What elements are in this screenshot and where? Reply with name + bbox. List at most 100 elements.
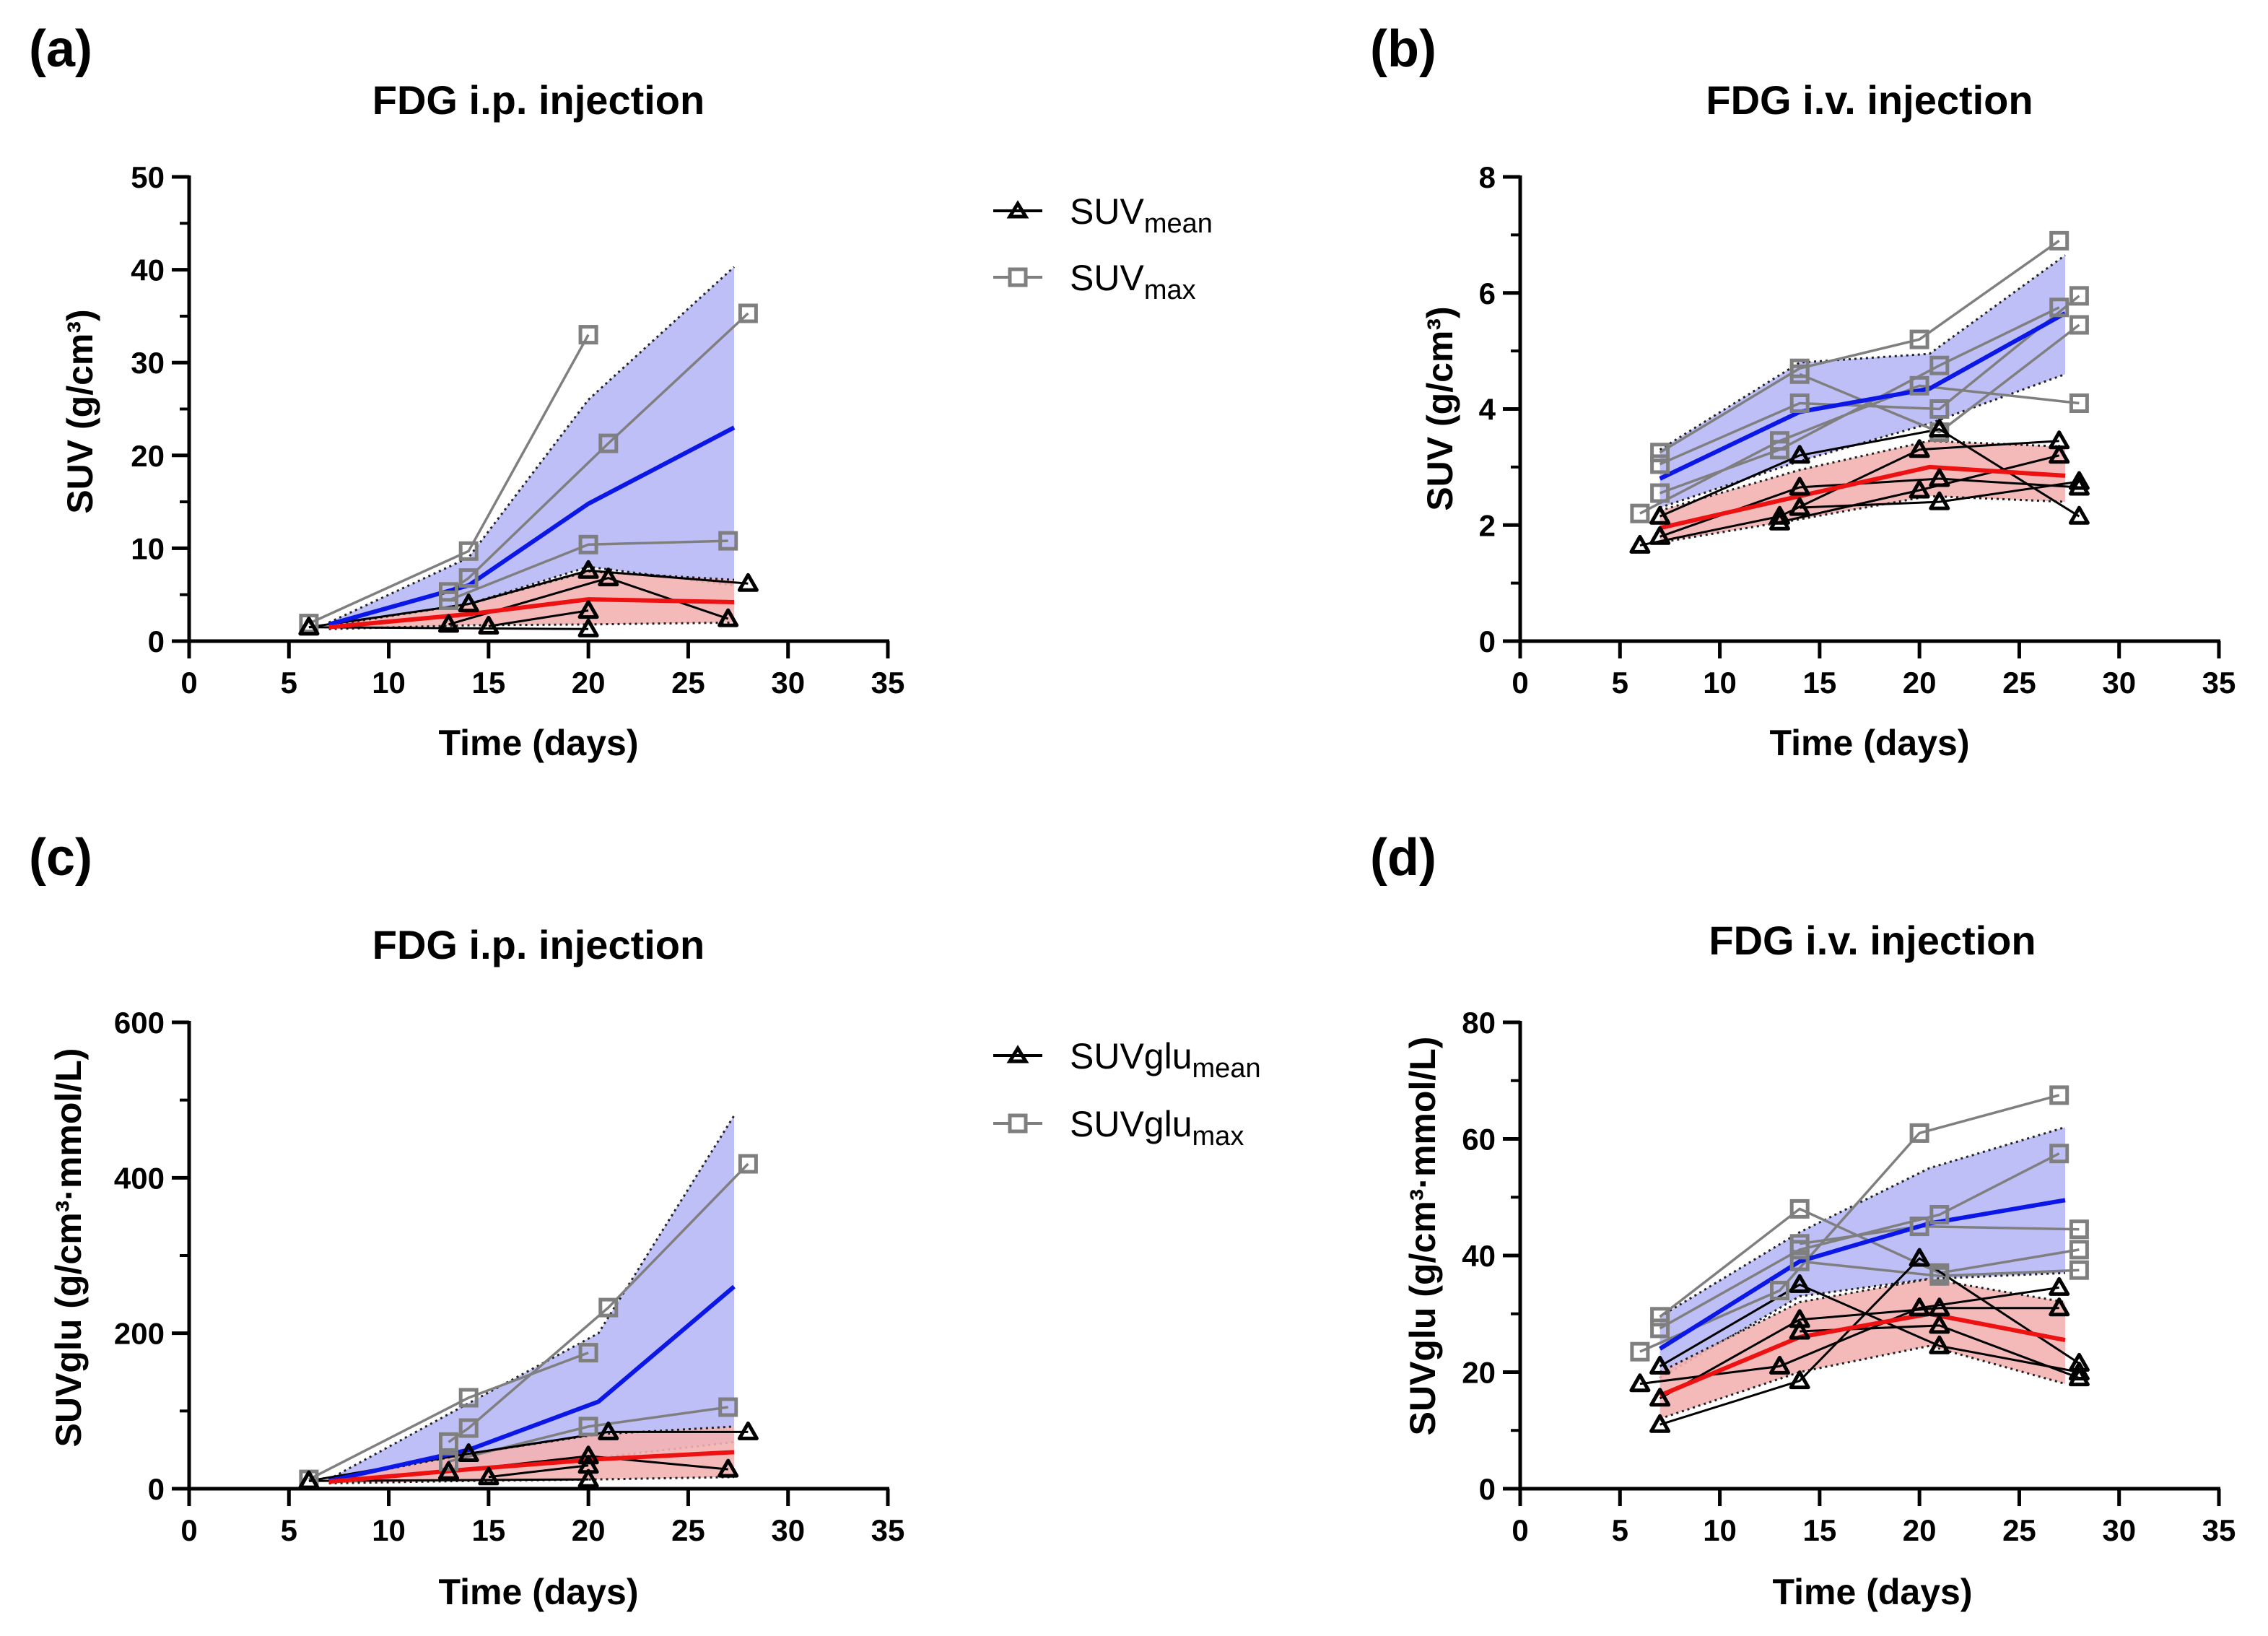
max-subject-line <box>1639 1094 2060 1353</box>
max-data-point <box>598 433 619 453</box>
x-tick-label: 25 <box>671 666 705 700</box>
max-data-point <box>1789 1251 1810 1271</box>
mean-data-point <box>577 1469 599 1488</box>
x-tick-label: 5 <box>281 666 297 700</box>
mean-data-point <box>1769 505 1790 525</box>
max-data-point <box>578 534 598 554</box>
mean-data-point <box>2049 1276 2070 1296</box>
y-tick-label: 8 <box>1479 160 1496 194</box>
y-tick-label: 400 <box>114 1161 165 1195</box>
mean-data-point <box>478 1466 500 1486</box>
mean-subject-line <box>1779 454 2060 523</box>
x-tick-label: 0 <box>1512 1513 1528 1547</box>
mean-data-point <box>438 614 459 633</box>
max-data-point <box>1789 393 1810 413</box>
chart-title: FDG i.v. injection <box>1706 77 2033 123</box>
max-data-point <box>1630 1341 1650 1362</box>
x-tick-label: 0 <box>180 666 197 700</box>
mean-subject-line <box>1659 1307 2059 1400</box>
max-data-point <box>2069 1260 2089 1280</box>
max-average-line <box>328 1284 736 1484</box>
mean-subject-line <box>1800 480 2080 509</box>
mean-data-point <box>2068 505 2090 525</box>
plot-area: 0 2 4 6 8 0 5 10 15 20 25 30 35 <box>1479 160 2236 700</box>
mean-data-point <box>1649 1414 1671 1433</box>
x-tick-label: 35 <box>871 666 905 700</box>
x-tick-label: 35 <box>2202 666 2236 700</box>
max-data-point <box>1650 1307 1670 1327</box>
mean-data-point <box>2049 1297 2070 1317</box>
x-axis-label: Time (days) <box>439 723 639 763</box>
max-data-point <box>2049 1144 2069 1164</box>
mean-data-point <box>577 1445 599 1465</box>
panel-label: (a) <box>29 20 92 78</box>
y-tick-label: 0 <box>1479 1472 1496 1506</box>
x-tick-label: 35 <box>871 1513 905 1547</box>
x-tick-label: 5 <box>281 1513 297 1547</box>
x-tick-label: 25 <box>2002 666 2036 700</box>
triangle-marker-icon <box>1006 1045 1029 1063</box>
mean-data-point <box>1629 534 1651 554</box>
max-data-point <box>1929 1205 1950 1224</box>
x-tick-label: 0 <box>1512 666 1528 700</box>
mean-data-point <box>2068 471 2090 490</box>
x-tick-label: 25 <box>671 1513 705 1547</box>
panel-b: (b) FDG i.v. injection Time (days) SUV (… <box>1370 20 2236 763</box>
max-data-point <box>738 1154 758 1174</box>
max-data-point <box>1650 483 1670 503</box>
mean-data-point <box>1789 445 1810 464</box>
x-tick-label: 15 <box>471 666 505 700</box>
mean-subject-line <box>308 569 749 629</box>
max-data-point <box>718 1397 738 1417</box>
y-tick-label: 4 <box>1479 393 1496 427</box>
y-tick-label: 30 <box>131 346 165 380</box>
mean-data-point <box>1649 1355 1671 1375</box>
mean-data-point <box>298 617 320 636</box>
mean-confidence-band <box>1659 1279 2065 1419</box>
x-tick-label: 35 <box>2202 1513 2236 1547</box>
max-data-point <box>2069 286 2089 306</box>
mean-data-point <box>458 1443 479 1462</box>
max-average-line <box>1659 311 2067 481</box>
max-data-point <box>578 1417 598 1437</box>
y-tick-label: 200 <box>114 1317 165 1351</box>
max-data-point <box>1770 440 1789 460</box>
mean-data-point <box>1929 1297 1950 1317</box>
y-tick-label: 20 <box>131 439 165 473</box>
mean-data-point <box>737 573 759 592</box>
y-tick-label: 600 <box>114 1006 165 1040</box>
mean-data-point <box>1769 1355 1790 1375</box>
plot-area: 0 200 400 600 0 5 10 15 20 25 30 35 <box>114 1006 904 1547</box>
x-tick-label: 25 <box>2002 1513 2036 1547</box>
mean-data-point <box>1789 1320 1810 1340</box>
mean-data-point <box>458 593 479 613</box>
max-data-point <box>1789 1198 1810 1219</box>
mean-data-point <box>718 1458 739 1478</box>
mean-data-point <box>1649 1388 1671 1407</box>
panel-label: (c) <box>29 829 92 887</box>
max-data-point <box>2069 1219 2089 1240</box>
x-axis-label: Time (days) <box>1773 1572 1973 1612</box>
mean-data-point <box>1909 439 1930 458</box>
y-tick-label: 40 <box>1462 1239 1496 1273</box>
max-data-point <box>1650 443 1670 463</box>
mean-data-point <box>1909 1297 1930 1317</box>
max-data-point <box>578 1343 598 1363</box>
max-subject-line <box>308 1351 589 1481</box>
y-axis-label: SUVglu (g/cm³·mmol/L) <box>48 1048 89 1448</box>
max-confidence-band <box>1659 255 2065 508</box>
max-subject-line <box>448 1162 749 1443</box>
mean-average-line <box>1659 1311 2066 1398</box>
max-confidence-band-upper-edge <box>1659 1126 2066 1318</box>
plot-area: 0 10 20 30 40 50 0 5 10 15 20 25 30 35 <box>131 160 904 700</box>
max-data-point <box>1650 454 1670 474</box>
max-data-point <box>2049 297 2069 318</box>
square-marker-icon <box>1008 267 1028 287</box>
max-data-point <box>439 1432 458 1452</box>
triangle-marker-icon <box>1006 200 1029 219</box>
x-tick-label: 0 <box>180 1513 197 1547</box>
max-data-point <box>1909 1217 1929 1237</box>
x-tick-label: 30 <box>771 666 805 700</box>
max-data-point <box>439 1451 458 1471</box>
mean-data-point <box>598 567 619 587</box>
